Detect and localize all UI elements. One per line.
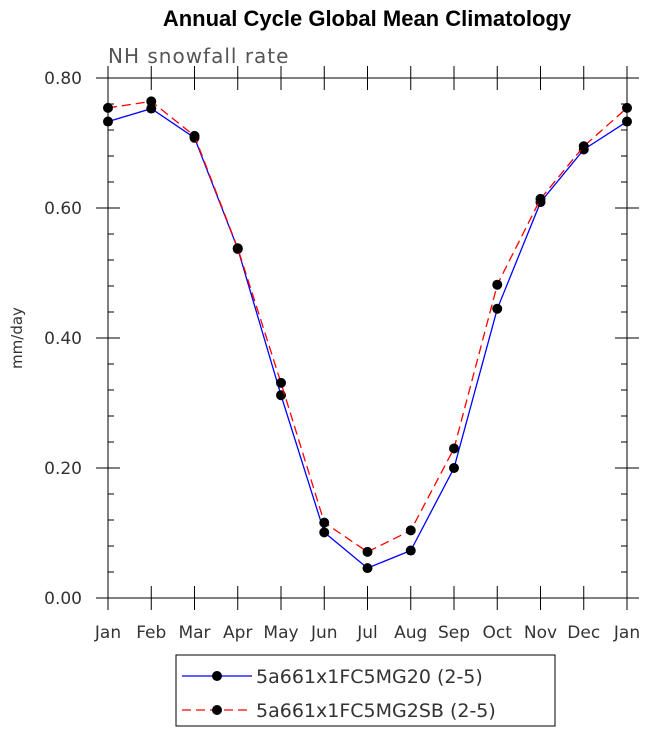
y-tick-label: 0.40 xyxy=(44,329,82,349)
x-tick-label: Sep xyxy=(438,623,470,643)
y-tick-label: 0.00 xyxy=(44,589,82,609)
axes: 0.00 0.20 0.40 0.60 0.80 Jan Feb Mar Apr May Jun Ju… xyxy=(44,66,640,643)
data-point xyxy=(189,130,200,141)
data-point xyxy=(232,243,243,254)
data-point xyxy=(362,546,373,557)
data-point xyxy=(146,103,157,114)
data-point xyxy=(578,141,589,152)
y-axis-label: mm/day xyxy=(8,307,26,369)
legend-label: 5a661x1FC5MG2SB (2-5) xyxy=(256,700,496,722)
x-tick-label: Mar xyxy=(178,623,210,643)
x-tick-label: Jul xyxy=(356,623,378,643)
series-group xyxy=(103,96,632,574)
y-tick-label: 0.20 xyxy=(44,459,82,479)
data-point xyxy=(449,443,459,454)
data-point xyxy=(276,377,286,388)
legend-swatch-marker xyxy=(212,671,222,681)
chart-title: Annual Cycle Global Mean Climatology xyxy=(163,6,572,31)
series-line xyxy=(107,107,628,569)
data-point xyxy=(319,517,330,528)
data-point xyxy=(622,116,632,127)
x-tick-label: Jun xyxy=(310,623,338,643)
x-tick-label: Oct xyxy=(483,623,513,643)
x-tick-label: Aug xyxy=(394,623,427,643)
data-point xyxy=(492,303,503,314)
x-tick-label: Feb xyxy=(136,623,166,643)
chart-subtitle: NH snowfall rate xyxy=(108,44,289,68)
data-point xyxy=(146,96,157,107)
data-point xyxy=(622,102,632,113)
x-tick-label: Nov xyxy=(524,623,557,643)
plot-frame xyxy=(107,77,628,599)
data-point xyxy=(492,279,503,290)
legend: 5a661x1FC5MG20 (2-5) 5a661x1FC5MG2SB (2-5… xyxy=(175,654,556,727)
series-1 xyxy=(103,103,632,574)
data-point xyxy=(319,527,330,538)
data-point xyxy=(362,563,373,574)
series-2 xyxy=(103,96,632,557)
data-point xyxy=(535,193,546,204)
legend-box xyxy=(175,654,556,727)
x-tick-label: Jan xyxy=(94,623,121,643)
data-point xyxy=(405,545,416,556)
data-point xyxy=(103,102,113,113)
x-tick-label: May xyxy=(263,623,298,643)
legend-label: 5a661x1FC5MG20 (2-5) xyxy=(256,666,483,688)
series-line xyxy=(107,100,628,553)
x-tick-label: Dec xyxy=(567,623,600,643)
data-point xyxy=(103,116,113,127)
y-tick-label: 0.80 xyxy=(44,69,82,89)
legend-swatch-marker xyxy=(212,705,222,715)
x-tick-label: Apr xyxy=(223,623,252,643)
data-point xyxy=(276,390,286,401)
data-point xyxy=(449,463,459,473)
x-tick-label: Jan xyxy=(613,623,640,643)
y-tick-label: 0.60 xyxy=(44,199,82,219)
data-point xyxy=(405,525,416,536)
